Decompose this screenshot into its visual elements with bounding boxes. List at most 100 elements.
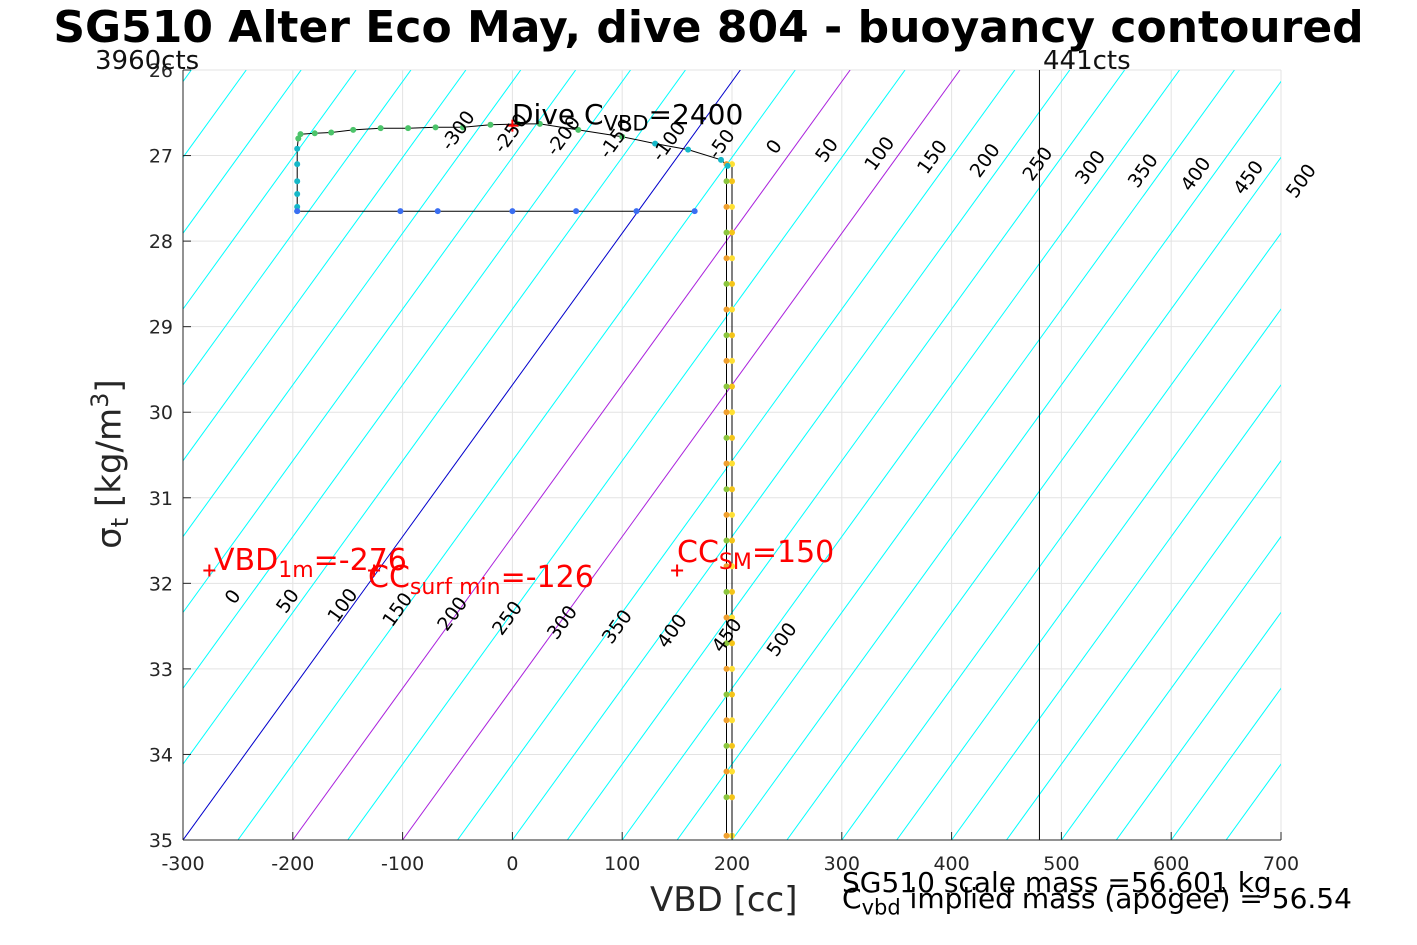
- contour-label: 0: [762, 136, 787, 159]
- y-tick-label: 34: [149, 744, 173, 766]
- data-point: [723, 588, 730, 595]
- buoyancy-contour-line: [183, 70, 577, 614]
- data-point: [729, 563, 735, 570]
- data-point: [685, 146, 692, 153]
- x-tick-label: 200: [714, 853, 750, 875]
- buoyancy-contour-line: [0, 70, 82, 840]
- data-point: [723, 742, 730, 749]
- data-point: [691, 208, 698, 215]
- buoyancy-contour-line: [183, 70, 302, 235]
- data-point: [723, 409, 730, 416]
- x-tick-label: 300: [824, 853, 860, 875]
- data-point: [633, 208, 640, 215]
- red-marker: [671, 564, 684, 577]
- data-point: [718, 156, 725, 163]
- buoyancy-contour-line: [896, 308, 1281, 840]
- data-point: [729, 665, 735, 672]
- data-point: [723, 537, 730, 544]
- contour-label: 350: [598, 606, 637, 648]
- cc-surf-min-label: CCsurf min=-126: [368, 560, 594, 600]
- buoyancy-contour-line: [183, 70, 467, 462]
- data-point: [294, 203, 301, 210]
- data-point: [573, 208, 580, 215]
- buoyancy-contour-line: [566, 70, 1126, 840]
- data-point: [723, 203, 730, 210]
- data-point: [294, 208, 301, 215]
- contour-label: 250: [1018, 143, 1057, 185]
- data-point: [724, 162, 731, 169]
- data-point: [652, 140, 659, 147]
- data-point: [723, 614, 730, 621]
- data-point: [723, 640, 730, 647]
- y-tick-label: 33: [149, 659, 173, 681]
- data-point: [729, 203, 735, 210]
- zero-buoyancy-line: [183, 70, 741, 840]
- contour-label: 500: [762, 619, 801, 661]
- y-tick-label: 28: [149, 231, 173, 253]
- data-point: [487, 121, 494, 128]
- data-point: [729, 537, 735, 544]
- buoyancy-contour-line: [1006, 459, 1281, 840]
- buoyancy-contours: [0, 70, 1281, 840]
- data-point: [536, 120, 543, 127]
- buoyancy-contour-line: [1060, 535, 1281, 840]
- red-marker: [203, 564, 216, 577]
- data-point: [723, 229, 730, 236]
- x-tick-label: 400: [933, 853, 969, 875]
- buoyancy-contour-line: [786, 156, 1281, 840]
- data-point: [729, 306, 735, 313]
- buoyancy-contour-line: [183, 70, 631, 690]
- data-point: [432, 124, 439, 131]
- contour-label: 250: [488, 597, 527, 639]
- cc-sm-label: CCSM=150: [677, 535, 835, 575]
- data-point: [575, 126, 582, 133]
- contour-label: 350: [1124, 150, 1163, 192]
- data-point: [723, 255, 730, 262]
- data-point: [328, 129, 335, 136]
- data-point: [723, 563, 730, 570]
- data-point: [294, 191, 301, 198]
- buoyancy-contour-line: [457, 70, 1016, 840]
- data-point: [729, 794, 735, 801]
- data-point: [723, 511, 730, 518]
- contour-label: 150: [913, 136, 952, 178]
- dive-series: [203, 119, 735, 839]
- data-point: [723, 665, 730, 672]
- data-point: [729, 614, 735, 621]
- contour-label: 400: [653, 610, 692, 652]
- data-point: [397, 208, 404, 215]
- data-point: [729, 742, 735, 749]
- implied-mass-note: Cvbd implied mass (apogee) = 56.54: [842, 882, 1352, 920]
- data-point: [729, 434, 735, 441]
- data-point: [723, 691, 730, 698]
- x-tick-label: -100: [381, 853, 424, 875]
- x-tick-label: 100: [604, 853, 640, 875]
- axes: [182, 69, 1282, 841]
- y-tick-label: 26: [149, 60, 173, 82]
- x-tick-label: -200: [271, 853, 314, 875]
- chart-title: SG510 Alter Eco May, dive 804 - buoyancy…: [53, 2, 1364, 53]
- data-point: [723, 332, 730, 339]
- contour-label: -300: [437, 107, 480, 155]
- contour-label: 450: [1229, 157, 1268, 199]
- buoyancy-contour-line: [1170, 687, 1281, 840]
- y-tick-label: 31: [149, 488, 173, 510]
- data-point: [729, 640, 735, 647]
- x-tick-label: 600: [1153, 853, 1189, 875]
- buoyancy-contour-line: [951, 384, 1281, 840]
- dive-cvbd-label: Dive CVBD=2400: [512, 98, 744, 136]
- buoyancy-contour-line: [0, 70, 27, 840]
- y-tick-label: 35: [149, 830, 173, 852]
- data-point: [377, 125, 384, 132]
- contour-label: 450: [708, 614, 747, 656]
- data-point: [434, 208, 441, 215]
- buoyancy-contour-line: [183, 70, 522, 538]
- data-point: [729, 383, 735, 390]
- data-point: [723, 383, 730, 390]
- buoyancy-contour-line: [237, 70, 796, 840]
- data-point: [729, 357, 735, 364]
- scale-mass-note: SG510 scale mass =56.601 kg: [842, 866, 1272, 899]
- contour-label: 500: [1282, 160, 1321, 202]
- data-point: [723, 434, 730, 441]
